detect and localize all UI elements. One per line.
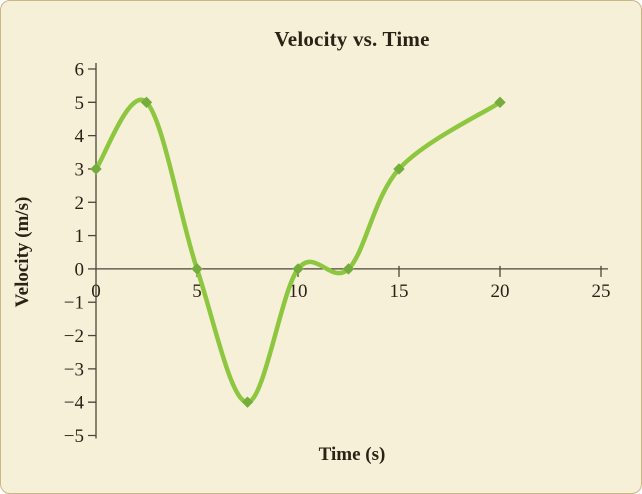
chart-title: Velocity vs. Time [274, 27, 430, 51]
data-point-marker [342, 263, 355, 275]
y-tick-label: 2 [75, 193, 85, 214]
y-tick-label: 0 [75, 259, 85, 280]
y-tick-label: −5 [64, 426, 84, 447]
x-axis-title: Time (s) [318, 444, 386, 465]
x-tick-label: 10 [289, 281, 308, 302]
x-tick-label: 0 [91, 281, 101, 302]
y-tick-label: 1 [75, 226, 85, 247]
y-tick-label: −2 [64, 326, 84, 347]
y-tick-label: 5 [75, 93, 85, 114]
x-tick-label: 15 [390, 281, 409, 302]
y-tick-label: 3 [75, 159, 85, 180]
x-tick-label: 25 [592, 281, 611, 302]
data-point-marker [140, 96, 153, 109]
y-tick-label: −3 [64, 359, 84, 380]
x-tick-label: 20 [491, 281, 510, 302]
data-point-marker [191, 263, 203, 275]
y-tick-label: 6 [75, 60, 85, 81]
velocity-curve [93, 97, 503, 405]
y-tick-label: −4 [64, 393, 85, 414]
y-tick-label: −1 [64, 293, 84, 314]
x-tick-label: 5 [192, 281, 202, 302]
data-point-marker [494, 96, 506, 109]
data-point-marker [393, 163, 405, 175]
data-point-marker [90, 163, 102, 175]
data-point-marker [292, 263, 304, 275]
y-tick-label: 4 [75, 126, 85, 147]
data-point-marker [241, 396, 254, 408]
